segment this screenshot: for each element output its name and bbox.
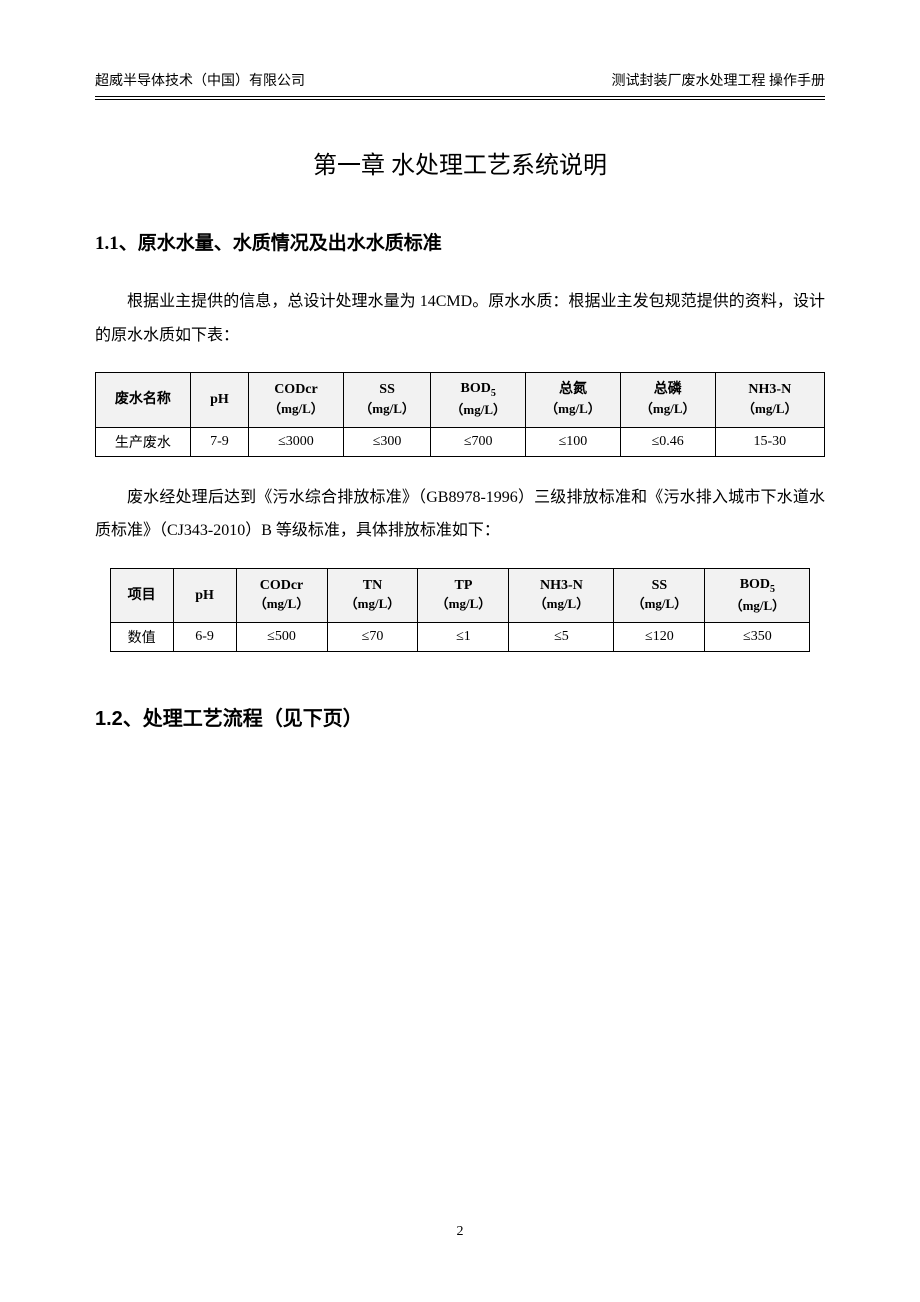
page-container: 超威半导体技术（中国）有限公司 测试封装厂废水处理工程 操作手册 第一章 水处理… bbox=[0, 0, 920, 731]
table-cell: 生产废水 bbox=[96, 427, 191, 456]
table-header-cell: BOD5（mg/L） bbox=[705, 568, 810, 622]
table-header-cell: SS（mg/L） bbox=[614, 568, 705, 622]
table-cell: ≤300 bbox=[343, 427, 430, 456]
header-right: 测试封装厂废水处理工程 操作手册 bbox=[612, 70, 826, 90]
table-header-cell: 总氮（mg/L） bbox=[526, 373, 621, 427]
raw-water-table: 废水名称pHCODcr（mg/L）SS（mg/L）BOD5（mg/L）总氮（mg… bbox=[95, 372, 825, 456]
section-text: 、原水水量、水质情况及出水水质标准 bbox=[119, 233, 442, 254]
section-number: 1.2 bbox=[95, 708, 123, 730]
table-cell: ≤350 bbox=[705, 623, 810, 652]
header-left: 超威半导体技术（中国）有限公司 bbox=[95, 70, 305, 90]
table-cell: ≤1 bbox=[418, 623, 509, 652]
paragraph-1: 根据业主提供的信息，总设计处理水量为 14CMD。原水水质：根据业主发包规范提供… bbox=[95, 285, 825, 352]
paragraph-2: 废水经处理后达到《污水综合排放标准》（GB8978-1996）三级排放标准和《污… bbox=[95, 481, 825, 548]
table-header-cell: CODcr（mg/L） bbox=[236, 568, 327, 622]
table-header-cell: TP（mg/L） bbox=[418, 568, 509, 622]
table-header-cell: pH bbox=[173, 568, 236, 622]
table-header-cell: TN（mg/L） bbox=[327, 568, 418, 622]
table-header-cell: BOD5（mg/L） bbox=[431, 373, 526, 427]
section-1-1-title: 1.1、原水水量、水质情况及出水水质标准 bbox=[95, 228, 825, 255]
table-header-cell: 总磷（mg/L） bbox=[620, 373, 715, 427]
table-row: 数值6-9≤500≤70≤1≤5≤120≤350 bbox=[110, 623, 810, 652]
table-header-cell: 项目 bbox=[110, 568, 173, 622]
chapter-title: 第一章 水处理工艺系统说明 bbox=[95, 145, 825, 180]
table-header-cell: 废水名称 bbox=[96, 373, 191, 427]
table-cell: ≤70 bbox=[327, 623, 418, 652]
header-underline bbox=[95, 99, 825, 100]
table-header-cell: CODcr（mg/L） bbox=[249, 373, 344, 427]
table-cell: ≤5 bbox=[509, 623, 614, 652]
table-cell: ≤3000 bbox=[249, 427, 344, 456]
table-header-row: 废水名称pHCODcr（mg/L）SS（mg/L）BOD5（mg/L）总氮（mg… bbox=[96, 373, 825, 427]
table-cell: ≤700 bbox=[431, 427, 526, 456]
table-cell: ≤100 bbox=[526, 427, 621, 456]
table-header-cell: NH3-N（mg/L） bbox=[715, 373, 824, 427]
discharge-standard-table: 项目pHCODcr（mg/L）TN（mg/L）TP（mg/L）NH3-N（mg/… bbox=[110, 568, 811, 652]
table-cell: ≤500 bbox=[236, 623, 327, 652]
section-text: 、处理工艺流程（见下页） bbox=[123, 708, 363, 730]
section-1-2-title: 1.2、处理工艺流程（见下页） bbox=[95, 702, 825, 731]
table-header-row: 项目pHCODcr（mg/L）TN（mg/L）TP（mg/L）NH3-N（mg/… bbox=[110, 568, 810, 622]
table-header-cell: NH3-N（mg/L） bbox=[509, 568, 614, 622]
table-header-cell: SS（mg/L） bbox=[343, 373, 430, 427]
page-number: 2 bbox=[0, 1224, 920, 1240]
table-cell: ≤120 bbox=[614, 623, 705, 652]
page-header: 超威半导体技术（中国）有限公司 测试封装厂废水处理工程 操作手册 bbox=[95, 70, 825, 97]
table-cell: ≤0.46 bbox=[620, 427, 715, 456]
table-cell: 15-30 bbox=[715, 427, 824, 456]
section-number: 1.1 bbox=[95, 233, 119, 254]
table-cell: 数值 bbox=[110, 623, 173, 652]
table-row: 生产废水7-9≤3000≤300≤700≤100≤0.4615-30 bbox=[96, 427, 825, 456]
table-header-cell: pH bbox=[190, 373, 248, 427]
table-cell: 6-9 bbox=[173, 623, 236, 652]
table-cell: 7-9 bbox=[190, 427, 248, 456]
